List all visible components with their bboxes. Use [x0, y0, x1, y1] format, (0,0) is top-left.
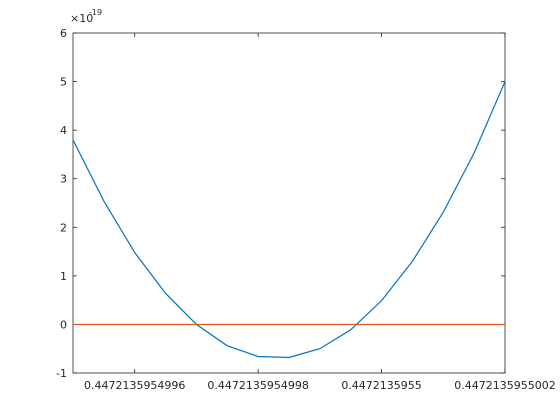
x-tick-label: 0.4472135954998 — [207, 379, 308, 392]
y-tick-label: 0 — [60, 318, 67, 331]
y-tick-label: 2 — [60, 221, 67, 234]
y-exponent-base: ×10 — [70, 12, 93, 25]
y-exponent-power: -19 — [89, 8, 102, 17]
y-tick-label: -1 — [56, 367, 67, 380]
x-tick-label: 0.4472135954996 — [84, 379, 185, 392]
axes-box — [72, 32, 506, 374]
y-tick-label: 3 — [60, 173, 67, 186]
x-tick-label: 0.4472135955002 — [454, 379, 555, 392]
x-tick-label: 0.4472135955 — [341, 379, 421, 392]
y-tick-label: 6 — [60, 27, 67, 40]
line-series — [72, 81, 506, 359]
y-tick-label: 4 — [60, 124, 67, 137]
y-tick-label: 5 — [60, 76, 67, 89]
y-tick-label: 1 — [60, 270, 67, 283]
